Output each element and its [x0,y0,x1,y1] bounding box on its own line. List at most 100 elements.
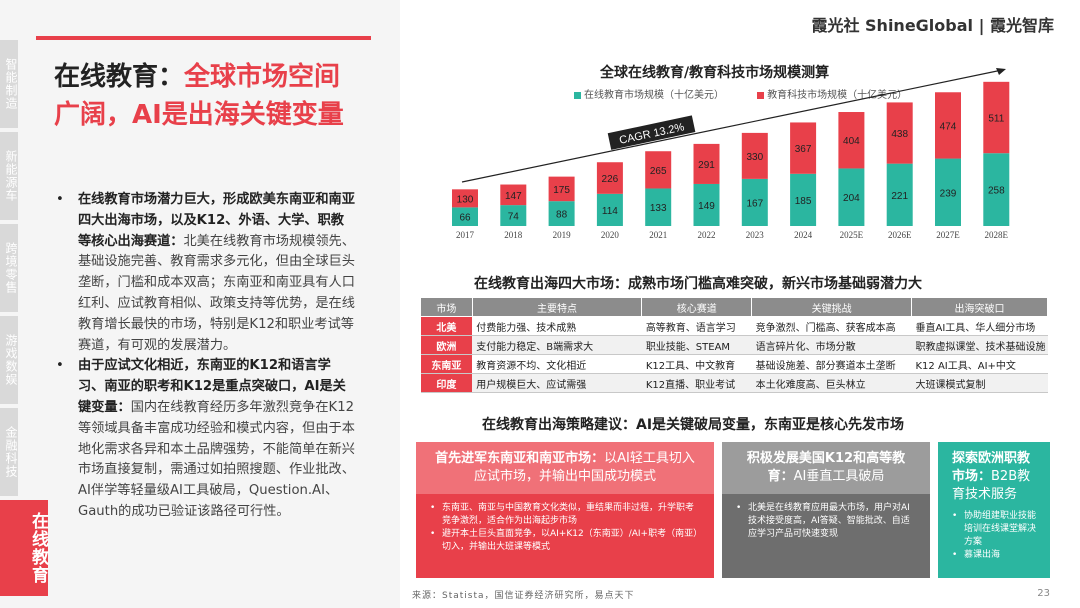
x-tick-label: 2020 [601,230,620,240]
legend-item-edtech: 教育科技市场规模（十亿美元） [757,86,907,101]
strategy-box-us: 积极发展美国K12和高等教育：AI垂直工具破局 北美是在线教育应用最大市场，用户… [722,442,930,578]
data-label-online: 66 [459,213,471,224]
table-cell: 语言碎片化、市场分散 [751,335,912,355]
region-cell: 北美 [420,316,473,336]
x-tick-label: 2026E [888,230,912,240]
tab-smart-manufacturing[interactable]: 智能制造 [0,40,18,128]
legend-item-online: 在线教育市场规模（十亿美元） [574,86,724,101]
category-tabs: 智能制造 新能源车 跨境零售 游戏数娱 金融科技 在线教育 [0,40,48,600]
table-cell: K12工具、中文教育 [641,354,752,374]
table-header-cell: 出海突破口 [911,297,1048,317]
table-cell: 用户规模巨大、应试需强 [472,373,642,393]
bar-online-education [500,205,527,226]
tab-new-energy-vehicles[interactable]: 新能源车 [0,132,18,220]
page-number: 23 [1037,588,1050,599]
bar-edtech [452,189,478,208]
box-head-text: B2B教育技术服务 [952,469,1031,502]
source-note: 来源：Statista，国信证券经济研究所，易点天下 [412,591,635,601]
data-label-edtech: 175 [553,185,570,196]
top-accent [0,0,400,40]
table-cell: 职业技能、STEAM [641,335,752,355]
table-row: 印度 用户规模巨大、应试需强 K12直播、职业考试 本土化难度高、巨头林立 大班课模式复… [420,373,1048,393]
data-label-edtech: 511 [988,114,1004,125]
box-body: 东南亚、南亚与中国教育文化类似，重结果而非过程，升学职考竞争激烈，适合作为出海起… [416,494,714,562]
list-item: 避开本土巨头直面竞争，以AI+K12（东南亚）/AI+职考（南亚）切入，并输出大… [430,528,700,554]
box-head: 首先进军东南亚和南亚市场：以AI轻工具切入应试市场，并输出中国成功模式 [416,442,714,494]
bar-edtech [838,112,865,169]
cagr-badge: CAGR 13.2% [607,115,696,150]
legend-label: 在线教育市场规模（十亿美元） [584,90,724,101]
table-cell: 职教虚拟课堂、技术基础设施 [911,335,1048,355]
list-item: 北美是在线教育应用最大市场，用户对AI技术接受度高，AI答疑、智能批改、自适应学… [736,502,916,541]
legend-label: 教育科技市场规模（十亿美元） [767,90,908,101]
list-item: 协助组建职业技能培训在线课堂解决方案 [952,510,1036,549]
x-tick-label: 2028E [985,230,1009,240]
data-label-edtech: 438 [891,129,908,140]
data-label-edtech: 130 [457,194,474,205]
data-label-online: 258 [988,186,1005,197]
x-tick-label: 2024 [794,230,813,240]
tab-online-education[interactable]: 在线教育 [0,500,48,596]
box-body: 北美是在线教育应用最大市场，用户对AI技术接受度高，AI答疑、智能批改、自适应学… [722,494,930,549]
data-label-online: 114 [602,206,618,217]
bar-online-education [935,158,961,226]
legend-swatch [757,91,765,99]
bar-edtech [935,92,961,159]
strategy-box-sea: 首先进军东南亚和南亚市场：以AI轻工具切入应试市场，并输出中国成功模式 东南亚、… [416,442,714,578]
region-cell: 印度 [420,373,473,393]
bullet-item: 由于应试文化相近，东南亚的K12和语言学习、南亚的职考和K12是重点突破口，AI… [56,356,356,522]
trend-arrowhead [996,68,1006,75]
trend-line [461,69,1003,183]
legend-swatch [574,91,581,99]
x-tick-label: 2017 [456,230,475,240]
bullet-list: 在线教育市场潜力巨大，形成欧美东南亚和南亚四大出海市场，以及K12、外语、大学、… [56,190,356,523]
data-label-online: 185 [795,196,812,207]
data-label-online: 88 [556,210,568,221]
table-cell: 本土化难度高、巨头林立 [751,373,912,393]
table-header-cell: 关键挑战 [751,297,912,317]
x-tick-label: 2023 [746,230,765,240]
box-head-text: 以AI轻工具切入应试市场，并输出中国成功模式 [473,451,695,484]
box-head-bold: 首先进军东南亚和南亚市场： [435,451,605,466]
box-body: 协助组建职业技能培训在线课堂解决方案 慕课出海 [938,502,1050,570]
data-label-online: 167 [746,198,763,209]
strategy-title: 在线教育出海策略建议：AI是关键破局变量，东南亚是核心先发市场 [482,417,905,433]
bar-edtech [983,81,1010,154]
x-tick-label: 2019 [553,230,572,240]
bar-edtech [596,162,623,194]
table-cell: K12 AI工具、AI+中文 [911,354,1048,374]
x-tick-label: 2025E [840,230,864,240]
bar-online-education [790,173,817,226]
tab-fintech[interactable]: 金融科技 [0,408,18,496]
bar-edtech [645,151,672,189]
data-label-edtech: 291 [698,160,715,171]
table-cell: 垂直AI工具、华人细分市场 [911,316,1048,336]
box-head-text: AI垂直工具破局 [793,469,885,484]
market-size-chart: CAGR 13.2% 66 130 2017 74 147 2018 88 175 2019 114… [452,68,1010,240]
data-label-online: 204 [843,193,860,204]
table-header-cell: 主要特点 [471,297,643,317]
table-row: 北美 付费能力强、技术成熟 高等教育、语言学习 竞争激烈、门槛高、获客成本高 垂直AI工… [420,316,1048,336]
bar-online-education [548,201,575,226]
data-label-online: 221 [891,191,908,202]
brand-logo: 霞光社 ShineGlobal | 霞光智库 [811,16,1054,35]
bar-edtech [741,132,768,179]
bar-online-education [886,163,913,226]
bullet-heading: 由于应试文化相近，东南亚的K12和语言学习、南亚的职考和K12是重点突破口，AI… [78,358,346,415]
markets-table: 市场 主要特点 核心赛道 关键挑战 出海突破口 北美 付费能力强、技术成熟 高等教育、语言学… [420,297,1048,393]
bullet-heading: 在线教育市场潜力巨大，形成欧美东南亚和南亚四大出海市场，以及K12、外语、大学、… [78,192,355,249]
tab-gaming[interactable]: 游戏数娱 [0,316,18,404]
box-head-bold: 探索欧洲职教市场： [952,451,1031,484]
table-cell: 付费能力强、技术成熟 [472,316,642,336]
x-tick-label: 2027E [936,230,960,240]
tab-cross-border-retail[interactable]: 跨境零售 [0,224,18,312]
table-header-cell: 核心赛道 [641,297,753,317]
list-item: 东南亚、南亚与中国教育文化类似，重结果而非过程，升学职考竞争激烈，适合作为出海起… [430,502,700,528]
data-label-edtech: 147 [505,191,522,202]
bar-edtech [500,184,527,206]
bar-online-education [645,188,672,226]
region-cell: 东南亚 [420,354,473,374]
box-head: 探索欧洲职教市场：B2B教育技术服务 [938,442,1050,502]
table-cell: 教育资源不均、文化相近 [472,354,642,374]
strategy-box-eu: 探索欧洲职教市场：B2B教育技术服务 协助组建职业技能培训在线课堂解决方案 慕课… [938,442,1050,578]
